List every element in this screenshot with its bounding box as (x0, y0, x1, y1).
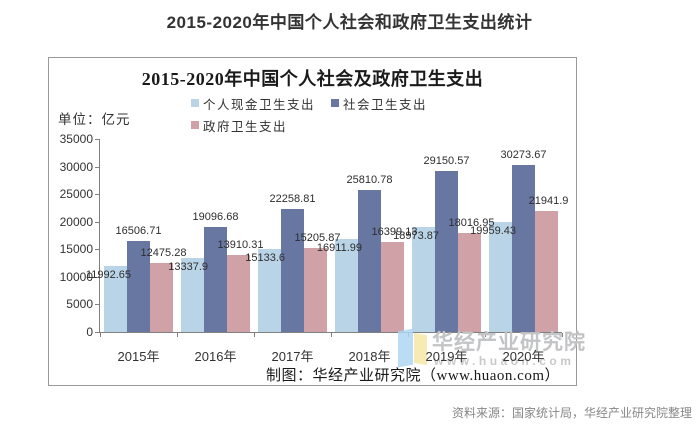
value-label-personal-2018年: 16911.99 (316, 241, 362, 254)
axis-unit-label: 单位：亿元 (58, 112, 131, 127)
bar-government-2020年 (535, 211, 558, 332)
x-axis-tick-icon (254, 333, 255, 337)
bar-personal-2016年 (181, 258, 204, 332)
y-axis-tick-label: 15000 (59, 242, 93, 257)
bar-social-2015年 (127, 240, 150, 332)
watermark-url: www.huaon.com (434, 354, 575, 368)
value-label-government-2016年: 13910.31 (217, 239, 264, 252)
value-label-government-2020年: 21941.9 (528, 195, 569, 207)
y-axis-tick-icon (95, 304, 99, 306)
bar-government-2019年 (458, 232, 481, 332)
y-axis-tick-label: 20000 (59, 214, 93, 229)
bar-personal-2019年 (412, 227, 435, 332)
y-axis-tick-icon (95, 166, 99, 168)
bar-personal-2020年 (489, 221, 512, 332)
legend-item-personal: 个人现金卫生支出 (191, 96, 316, 112)
x-axis-tick-icon (562, 333, 563, 337)
y-axis-tick-label: 35000 (59, 132, 93, 146)
y-axis-tick-label: 25000 (59, 187, 93, 202)
bar-social-2020年 (512, 165, 535, 332)
y-axis-tick-label: 5000 (66, 297, 93, 312)
x-axis-label-2018年: 2018年 (348, 349, 391, 364)
chart-title: 2015-2020年中国个人社会及政府卫生支出 (141, 69, 484, 89)
bar-social-2016年 (204, 226, 227, 332)
y-axis-tick-icon (95, 332, 99, 333)
x-axis-label-2020年: 2020年 (502, 349, 545, 364)
bar-social-2019年 (435, 171, 458, 332)
value-label-social-2016年: 19096.68 (192, 210, 239, 223)
bar-government-2015年 (150, 263, 173, 332)
bar-government-2018年 (381, 241, 404, 332)
y-axis-tick-icon (95, 276, 99, 278)
value-label-government-2017年: 15205.87 (294, 232, 341, 245)
x-axis-label-2019年: 2019年 (425, 349, 468, 364)
legend-label-social: 社会卫生支出 (343, 97, 428, 112)
y-axis-tick-icon (95, 221, 99, 223)
x-axis-tick-icon (177, 333, 178, 337)
legend-label-personal: 个人现金卫生支出 (203, 97, 316, 112)
bar-personal-2018年 (335, 238, 358, 332)
value-label-government-2019年: 18016.95 (448, 216, 495, 229)
value-label-government-2015年: 12475.28 (140, 247, 187, 260)
legend-item-social: 社会卫生支出 (331, 96, 428, 112)
value-label-personal-2015年: 11992.65 (85, 268, 131, 281)
legend-row-2: 政府卫生支出 (49, 118, 576, 134)
x-axis-label-2016年: 2016年 (194, 349, 237, 364)
x-axis-tick-icon (331, 333, 332, 337)
bar-social-2018年 (358, 189, 381, 332)
value-label-social-2018年: 25810.78 (346, 173, 393, 186)
value-label-government-2018年: 16399.13 (371, 225, 418, 238)
legend-row-1: 个人现金卫生支出 社会卫生支出 (49, 96, 576, 112)
value-label-social-2019年: 29150.57 (423, 155, 470, 168)
x-axis-label-2015年: 2015年 (117, 349, 160, 364)
chart-frame: 2015-2020年中国个人社会及政府卫生支出 个人现金卫生支出 社会卫生支出 … (48, 57, 585, 386)
legend-label-government: 政府卫生支出 (203, 119, 288, 134)
y-axis-tick-icon (95, 139, 99, 140)
value-label-personal-2019年: 18973.87 (393, 230, 439, 243)
y-axis-tick-label: 30000 (59, 159, 93, 174)
bar-personal-2015年 (104, 265, 127, 332)
watermark-text: 华经产业研究院 (432, 330, 586, 354)
legend-swatch-government-icon (191, 121, 199, 129)
y-axis-tick-label: 0 (86, 325, 93, 339)
legend-item-government: 政府卫生支出 (191, 118, 288, 134)
source-note: 资料来源：国家统计局，华经产业研究院整理 (451, 406, 692, 420)
y-axis-tick-label: 10000 (59, 269, 93, 284)
chart-credit: 制图：华经产业研究院（www.huaon.com） (265, 368, 560, 384)
bar-personal-2017年 (258, 248, 281, 332)
y-axis-tick-icon (95, 194, 99, 196)
bar-social-2017年 (281, 209, 304, 332)
legend-swatch-personal-icon (191, 99, 199, 107)
y-axis-tick-icon (95, 249, 99, 251)
plot-area: 0 5000 10000 15000 20000 25000 30000 35000 11992… (60, 132, 569, 364)
bar-government-2017年 (304, 248, 327, 332)
bar-government-2016年 (227, 255, 250, 332)
legend-swatch-social-icon (331, 99, 339, 107)
value-label-personal-2020年: 19959.43 (470, 224, 516, 237)
x-axis-tick-icon (485, 333, 486, 337)
page-title: 2015-2020年中国个人社会和政府卫生支出统计 (166, 13, 533, 32)
value-label-social-2015年: 16506.71 (115, 224, 162, 237)
value-label-social-2017年: 22258.81 (269, 193, 316, 206)
value-label-personal-2017年: 15133.6 (245, 251, 285, 264)
value-label-personal-2016年: 13337.9 (168, 261, 208, 274)
x-axis-tick-icon (100, 333, 101, 337)
x-axis-label-2017年: 2017年 (271, 349, 314, 364)
value-label-social-2020年: 30273.67 (500, 149, 547, 162)
